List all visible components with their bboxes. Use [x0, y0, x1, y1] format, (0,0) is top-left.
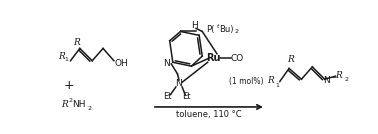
Text: 2: 2 — [345, 77, 349, 82]
Text: P(: P( — [206, 25, 214, 34]
Text: +: + — [64, 79, 74, 92]
Text: NH: NH — [72, 100, 85, 109]
Text: R: R — [58, 52, 65, 61]
Text: H: H — [191, 21, 198, 30]
Text: Ru: Ru — [207, 53, 221, 63]
Text: 2: 2 — [235, 29, 239, 34]
Text: R: R — [267, 76, 274, 85]
Text: Et: Et — [163, 92, 172, 101]
Text: toluene, 110 °C: toluene, 110 °C — [176, 110, 241, 119]
Text: 2: 2 — [69, 98, 73, 103]
Text: R: R — [73, 38, 80, 47]
Text: R: R — [336, 71, 342, 80]
Text: N: N — [163, 59, 170, 68]
Text: 1: 1 — [276, 83, 279, 88]
Text: CO: CO — [231, 54, 244, 63]
Text: t: t — [216, 24, 219, 29]
Text: –: – — [332, 73, 336, 82]
Text: 2: 2 — [88, 106, 91, 111]
Text: N: N — [176, 79, 182, 88]
Text: OH: OH — [115, 59, 129, 68]
Text: 1: 1 — [64, 57, 68, 62]
Text: Et: Et — [183, 92, 191, 101]
Text: R: R — [61, 100, 68, 109]
Text: Bu): Bu) — [219, 25, 234, 34]
Text: N: N — [323, 76, 330, 85]
Text: R: R — [287, 55, 294, 64]
Text: (1 mol%): (1 mol%) — [229, 77, 264, 86]
